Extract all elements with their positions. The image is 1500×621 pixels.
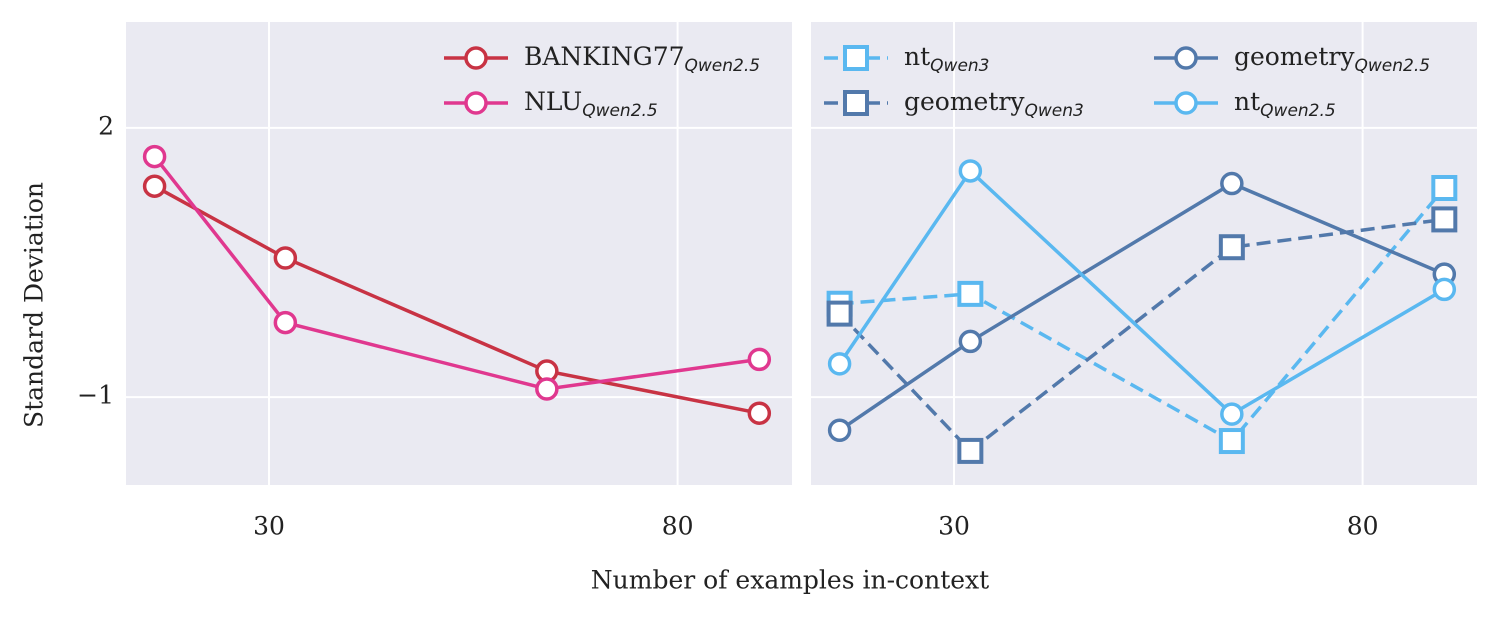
legend-subscript: Qwen3 [1024, 101, 1083, 121]
legend-name: NLU [524, 87, 582, 116]
marker [1432, 277, 1457, 302]
legend-name: geometry [1234, 42, 1355, 71]
legend-label: NLUQwen2.5 [524, 87, 658, 122]
marker [1220, 402, 1244, 426]
legend-label: ntQwen3 [904, 42, 990, 77]
marker [1431, 174, 1458, 201]
marker [273, 310, 298, 335]
x-tick-label: 80 [662, 512, 694, 541]
marker [827, 352, 852, 376]
legend-name: nt [1234, 87, 1260, 116]
x-tick-label: 30 [253, 512, 285, 541]
legend-subscript: Qwen2.5 [1354, 56, 1430, 76]
marker [957, 280, 984, 307]
series-line [838, 168, 1446, 417]
legend-marker [464, 46, 488, 70]
marker [1431, 206, 1458, 233]
legend-marker [843, 90, 869, 116]
y-axis-label: Standard Deviation [20, 182, 49, 428]
marker [827, 418, 852, 443]
marker [747, 401, 772, 425]
marker [958, 329, 983, 354]
x-tick-label: 30 [938, 512, 970, 541]
series-line [153, 184, 760, 415]
x-tick-label: 80 [1347, 512, 1379, 541]
legend-label: ntQwen2.5 [1234, 87, 1336, 122]
marker [1218, 234, 1245, 261]
plot-area [126, 22, 792, 485]
x-axis-label: Number of examples in-context [591, 566, 989, 595]
legend-name: geometry [904, 87, 1025, 116]
marker [142, 144, 167, 169]
marker [826, 300, 853, 327]
legend-marker [1174, 46, 1198, 70]
legend-marker [464, 91, 488, 115]
legend-subscript: Qwen3 [930, 56, 989, 76]
legend-subscript: Qwen2.5 [1260, 101, 1336, 121]
series-line [838, 181, 1445, 432]
legend-label: geometryQwen2.5 [1234, 42, 1430, 77]
y-tick-label: 2 [98, 111, 114, 140]
marker [1220, 171, 1244, 196]
marker [957, 437, 984, 464]
y-tick-label: −1 [77, 381, 114, 410]
marker [535, 377, 559, 401]
series-line [839, 186, 1446, 444]
legend-subscript: Qwen2.5 [582, 101, 658, 121]
legend-marker [1174, 91, 1198, 115]
marker [142, 174, 167, 198]
legend-subscript: Qwen2.5 [685, 56, 761, 76]
legend-name: BANKING77 [524, 42, 685, 71]
legend-name: nt [904, 42, 930, 71]
series-line [153, 155, 760, 391]
plot-area [811, 22, 1477, 485]
marker [273, 246, 298, 270]
legend-label: geometryQwen3 [904, 87, 1084, 122]
marker [747, 347, 772, 372]
legend-marker [843, 45, 869, 71]
series-line [838, 217, 1445, 454]
legend-label: BANKING77Qwen2.5 [524, 42, 760, 77]
marker [1218, 428, 1245, 455]
marker [958, 159, 983, 183]
